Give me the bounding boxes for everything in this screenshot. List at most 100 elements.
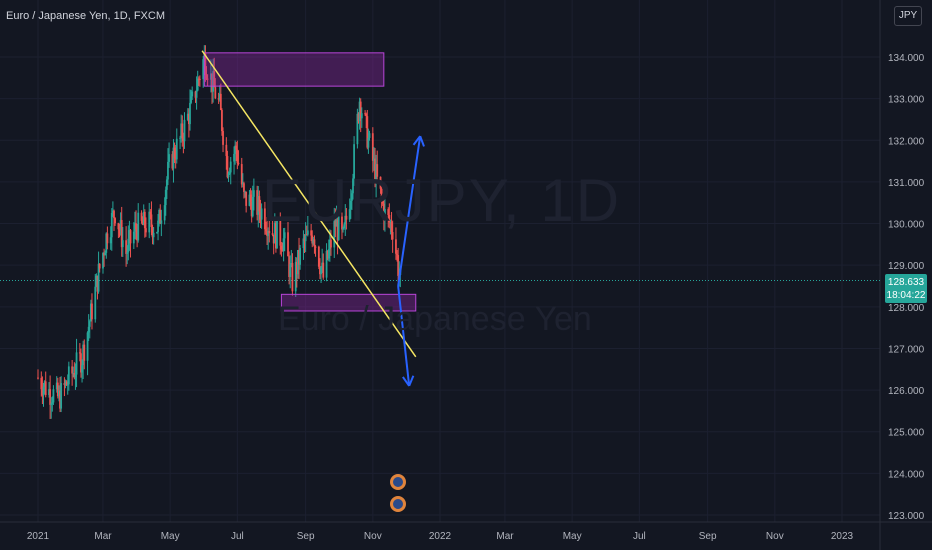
candle-body (73, 373, 76, 378)
candle-body (127, 238, 130, 253)
candle-body (179, 137, 181, 139)
symbol-title[interactable]: Euro / Japanese Yen, 1D, FXCM (6, 10, 165, 22)
candle-body (149, 211, 152, 215)
candle-body (374, 158, 376, 184)
candle-body (336, 219, 339, 241)
candle-body (82, 344, 85, 366)
candle-body (299, 248, 302, 265)
arrow-down-head (408, 375, 415, 387)
candle-body (43, 381, 46, 388)
candle-body (150, 214, 153, 228)
current-price-tag: 128.633 18:04:22 (885, 274, 927, 303)
candle-body (174, 158, 177, 160)
candle-body (348, 209, 351, 220)
candle-body (196, 78, 199, 91)
candle-body (358, 101, 361, 122)
candle-body (280, 245, 283, 250)
resistance-zone-rect (203, 52, 385, 87)
name-watermark: Euro / Japanese Yen (278, 300, 592, 338)
candle-body (111, 210, 114, 214)
symbol-title-text: Euro / Japanese Yen, 1D, FXCM (6, 10, 165, 22)
candle-body (60, 383, 63, 409)
candle-body (252, 190, 255, 197)
candle-body (390, 222, 393, 232)
candle-body (165, 179, 168, 190)
candle-body (228, 172, 231, 174)
candle-body (98, 263, 101, 269)
candle-body (259, 211, 262, 220)
y-tick-label: 132.000 (888, 136, 925, 147)
candle-body (171, 154, 174, 169)
candle-body (297, 249, 299, 275)
candle-body (265, 229, 267, 232)
candle-body (302, 238, 305, 249)
candle-body (74, 374, 77, 378)
candle-body (260, 208, 263, 220)
candle-body (248, 194, 251, 206)
candle-body (325, 250, 328, 278)
candle-body (42, 387, 45, 396)
candle-body (148, 211, 151, 233)
candle-body (227, 173, 230, 178)
candle-body (63, 383, 66, 386)
candle-body (391, 231, 394, 240)
y-tick-label: 126.000 (888, 386, 925, 397)
candle-body (395, 239, 397, 254)
earnings-event-icon[interactable] (390, 496, 406, 512)
candle-body (305, 234, 308, 236)
candle-body (168, 154, 170, 162)
candle-body (212, 71, 215, 92)
candle-body (335, 219, 338, 227)
x-tick-label: May (563, 531, 582, 542)
candle-body (217, 98, 220, 100)
candle-body (317, 246, 320, 267)
candle-body (187, 113, 190, 125)
candle-body (365, 113, 368, 117)
candle-body (218, 93, 221, 100)
candle-body (273, 222, 276, 244)
candle-body (371, 133, 374, 161)
candle-body (256, 190, 259, 215)
candle-body (268, 230, 271, 234)
x-tick-label: Mar (94, 531, 112, 542)
candle-body (151, 227, 154, 238)
candle-body (134, 223, 136, 232)
arrow-up (397, 135, 422, 287)
dividend-event-icon[interactable] (390, 474, 406, 490)
candle-body (55, 382, 58, 390)
candle-body (357, 113, 360, 122)
x-tick-label: Sep (297, 531, 315, 542)
candle-body (368, 133, 371, 138)
candle-body (199, 78, 201, 80)
candle-body (249, 194, 252, 202)
candle-body (65, 381, 68, 386)
candle-body (313, 239, 316, 247)
candle-body (295, 261, 298, 275)
candle-body (330, 239, 332, 248)
candle-body (59, 390, 61, 409)
candle-body (314, 246, 317, 248)
currency-badge[interactable]: JPY (894, 6, 922, 26)
candle-body (41, 389, 44, 396)
y-tick-label: 125.000 (888, 428, 925, 439)
candle-body (319, 266, 321, 275)
candle-body (158, 209, 161, 221)
candle-body (91, 303, 93, 320)
candle-body (234, 145, 237, 154)
x-tick-label: May (161, 531, 180, 542)
candle-body (119, 220, 122, 230)
candle-body (376, 164, 379, 177)
candle-body (78, 352, 81, 354)
candle-body (251, 196, 254, 217)
candle-body (175, 138, 178, 160)
candle-body (271, 233, 274, 235)
candle-body (157, 220, 159, 233)
candle-body (353, 144, 355, 179)
candle-body (181, 123, 184, 139)
candle-body (97, 263, 100, 292)
symbol-watermark: EURJPY, 1D (262, 167, 622, 234)
arrow-down (397, 285, 411, 387)
candle-body (44, 381, 47, 396)
candle-body (245, 191, 248, 206)
